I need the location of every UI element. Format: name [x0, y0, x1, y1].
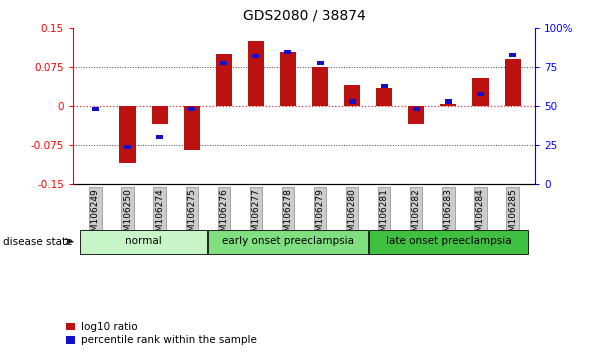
FancyBboxPatch shape: [369, 230, 528, 253]
Bar: [409, 106, 424, 124]
Bar: [413, 107, 420, 112]
Bar: [124, 145, 131, 149]
Bar: [381, 84, 388, 88]
Text: GDS2080 / 38874: GDS2080 / 38874: [243, 9, 365, 23]
Bar: [151, 106, 168, 124]
Bar: [285, 50, 291, 54]
Bar: [248, 41, 264, 106]
Text: late onset preeclampsia: late onset preeclampsia: [385, 236, 511, 246]
Bar: [220, 61, 227, 65]
Bar: [477, 92, 484, 96]
Bar: [216, 54, 232, 106]
Text: disease state: disease state: [3, 236, 72, 247]
FancyBboxPatch shape: [80, 230, 207, 253]
Bar: [440, 104, 457, 106]
Bar: [184, 106, 199, 150]
Bar: [445, 99, 452, 104]
Bar: [252, 54, 260, 58]
Text: early onset preeclampsia: early onset preeclampsia: [222, 236, 354, 246]
Bar: [317, 61, 323, 65]
Bar: [280, 52, 296, 106]
Bar: [120, 106, 136, 163]
Bar: [348, 99, 356, 104]
Legend: log10 ratio, percentile rank within the sample: log10 ratio, percentile rank within the …: [66, 322, 257, 345]
Bar: [188, 107, 195, 112]
Bar: [156, 135, 163, 139]
Bar: [312, 67, 328, 106]
Bar: [92, 107, 99, 112]
Bar: [344, 85, 360, 106]
Bar: [509, 53, 516, 57]
Bar: [472, 78, 488, 106]
Bar: [376, 88, 392, 106]
Text: normal: normal: [125, 236, 162, 246]
Bar: [505, 59, 520, 106]
FancyBboxPatch shape: [209, 230, 367, 253]
